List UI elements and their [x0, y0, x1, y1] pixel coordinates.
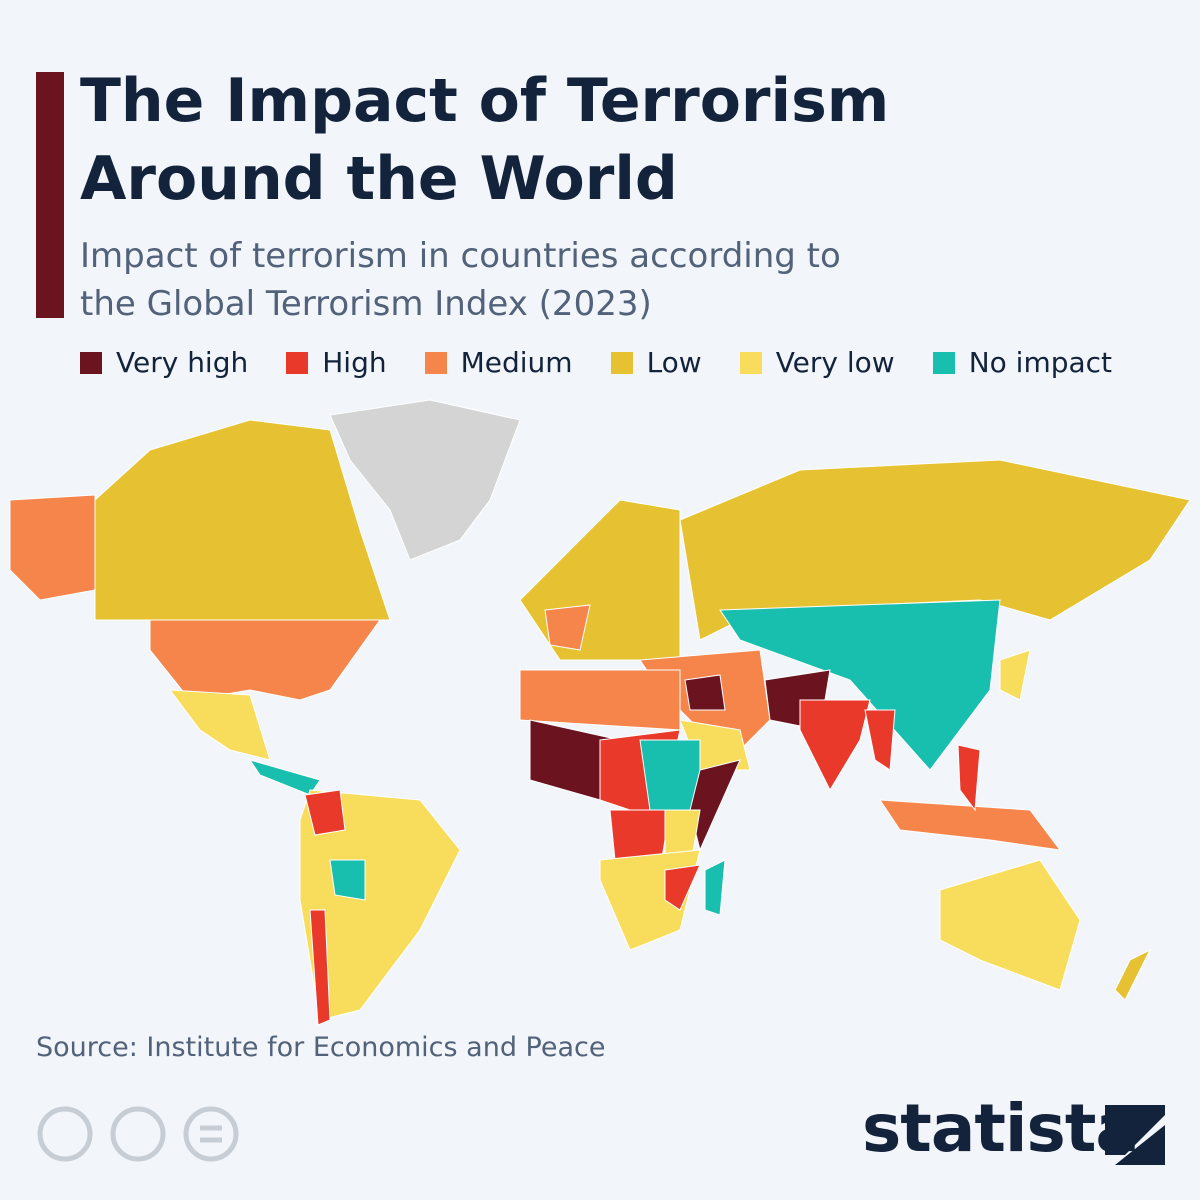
world-map — [9, 399, 1191, 1026]
legend-item: Very high — [80, 346, 248, 379]
region — [799, 699, 871, 792]
region — [939, 859, 1081, 991]
region — [1114, 948, 1152, 1001]
subtitle: Impact of terrorism in countries accordi… — [80, 236, 841, 324]
legend-item: Medium — [424, 346, 573, 379]
region — [957, 744, 981, 812]
legend-item: High — [286, 346, 387, 379]
legend-label: Low — [646, 346, 702, 379]
region — [544, 604, 591, 651]
region — [879, 799, 1062, 851]
license-icons — [37, 1106, 239, 1162]
legend-swatch — [739, 351, 762, 374]
legend-swatch — [610, 351, 633, 374]
legend-label: No impact — [968, 346, 1113, 379]
region — [248, 759, 321, 796]
region — [519, 669, 681, 731]
brand: statista — [862, 1090, 1140, 1167]
region — [704, 859, 726, 916]
region — [639, 739, 701, 811]
brand-icon — [1105, 1105, 1165, 1165]
region — [719, 599, 1001, 771]
region — [9, 494, 96, 601]
region — [329, 859, 366, 901]
title: The Impact of Terrorism Around the World — [80, 66, 890, 214]
legend-swatch — [932, 351, 955, 374]
region — [304, 789, 346, 836]
region — [309, 909, 331, 1026]
region — [168, 689, 271, 761]
region — [149, 619, 381, 701]
legend: Very high High Medium Low Very low No impact — [80, 346, 1112, 379]
legend-swatch — [424, 351, 447, 374]
legend-item: No impact — [932, 346, 1113, 379]
region — [329, 399, 521, 561]
region — [664, 864, 701, 911]
region — [299, 789, 461, 1021]
legend-swatch — [286, 351, 309, 374]
legend-swatch — [80, 351, 102, 374]
region — [599, 849, 701, 951]
legend-label: Very low — [775, 346, 895, 379]
legend-item: Very low — [739, 346, 895, 379]
legend-label: Very high — [116, 346, 249, 379]
region — [519, 499, 681, 661]
legend-label: High — [322, 346, 387, 379]
region — [999, 649, 1031, 701]
region — [684, 674, 726, 711]
source: Source: Institute for Economics and Peac… — [36, 1032, 606, 1063]
region — [864, 709, 896, 771]
accent-bar — [36, 72, 64, 318]
legend-label: Medium — [460, 346, 573, 379]
legend-item: Low — [610, 346, 702, 379]
